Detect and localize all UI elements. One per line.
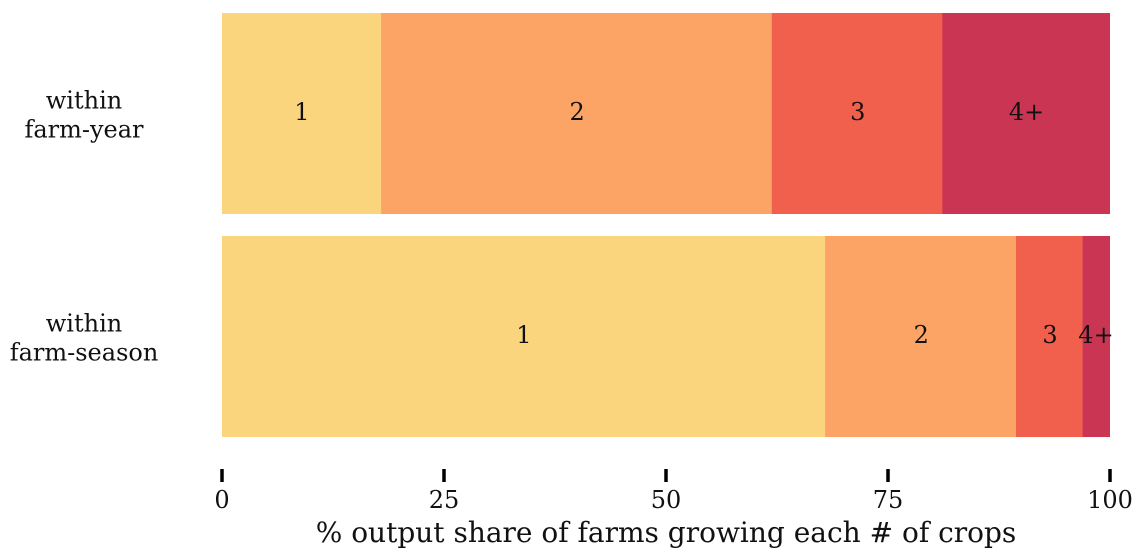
segment-label: 2 bbox=[914, 321, 929, 349]
category-label-line1: within bbox=[46, 87, 122, 115]
bar-segment bbox=[381, 13, 773, 214]
x-tick-label: 50 bbox=[651, 486, 682, 514]
segment-label: 1 bbox=[294, 98, 309, 126]
bar-segment bbox=[1083, 236, 1110, 437]
x-tick-label: 0 bbox=[214, 486, 229, 514]
bar-segment bbox=[825, 236, 1017, 437]
segment-label: 3 bbox=[850, 98, 865, 126]
x-tick-label: 25 bbox=[429, 486, 460, 514]
category-label-line2: farm-season bbox=[10, 339, 159, 367]
segment-label: 4+ bbox=[1078, 321, 1113, 349]
bars-layer bbox=[222, 13, 1110, 437]
category-label-line2: farm-year bbox=[24, 116, 144, 144]
segment-labels: 1 2 3 4+ 1 2 3 4+ bbox=[294, 98, 1113, 349]
x-tick-label: 75 bbox=[873, 486, 904, 514]
segment-label: 2 bbox=[570, 98, 585, 126]
bar-segment bbox=[222, 13, 382, 214]
segment-label: 1 bbox=[516, 321, 531, 349]
category-label-line1: within bbox=[46, 310, 122, 338]
segment-label: 3 bbox=[1042, 321, 1057, 349]
bar-segment bbox=[1016, 236, 1084, 437]
bar-segment bbox=[222, 236, 826, 437]
bar-segment bbox=[943, 13, 1110, 214]
x-axis-title: % output share of farms growing each # o… bbox=[316, 516, 1017, 549]
x-tick-label: 100 bbox=[1087, 486, 1133, 514]
x-axis: 0 25 50 75 100 bbox=[214, 469, 1133, 514]
segment-label: 4+ bbox=[1009, 98, 1044, 126]
bar-segment bbox=[772, 13, 944, 214]
